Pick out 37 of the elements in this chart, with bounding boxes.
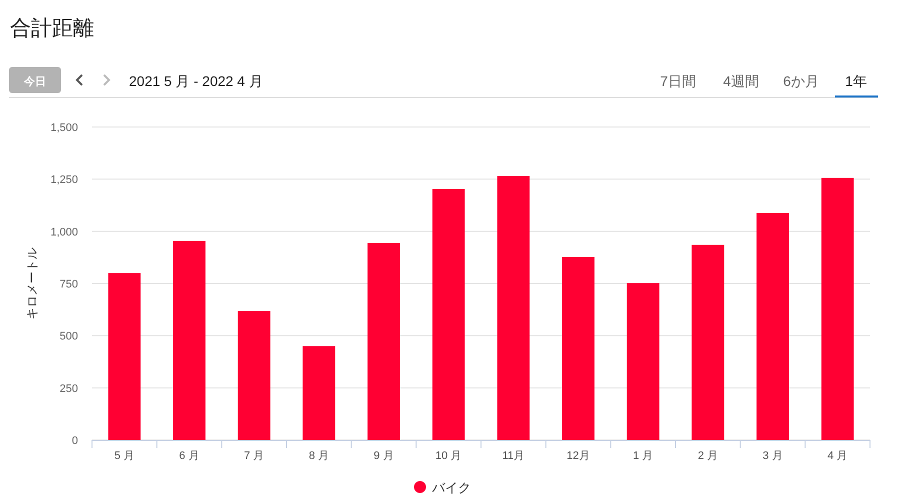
x-tick-label: 10 月 bbox=[435, 450, 462, 462]
x-tick-label: 8 月 bbox=[308, 450, 330, 462]
bar bbox=[173, 240, 206, 440]
bar bbox=[108, 273, 141, 440]
y-tick-label: 1,500 bbox=[50, 122, 78, 134]
x-tick-label: 7 月 bbox=[244, 450, 264, 462]
bar bbox=[821, 178, 854, 440]
x-tick-label: 6 月 bbox=[179, 450, 200, 462]
bar bbox=[368, 243, 400, 440]
y-tick-label: 250 bbox=[60, 382, 78, 395]
legend-label: バイク bbox=[431, 480, 471, 495]
bar bbox=[497, 176, 530, 440]
y-tick-label: 750 bbox=[60, 278, 78, 290]
legend: バイク bbox=[414, 480, 471, 495]
y-tick-label: 500 bbox=[60, 330, 78, 343]
x-tick-label: 11月 bbox=[502, 450, 525, 462]
x-tick-label: 4 月 bbox=[827, 450, 848, 462]
bar bbox=[626, 283, 660, 440]
x-tick-label: 5 月 bbox=[114, 450, 135, 462]
x-tick-label: 12月 bbox=[566, 450, 590, 462]
y-axis-title: キロメートル bbox=[25, 248, 39, 320]
controls: 今日 2021 5 月 - 2022 4 月 7日間 4週間 6か月 1年 bbox=[9, 67, 867, 93]
bar bbox=[562, 257, 594, 440]
plot: 0 250 500 750 1,000 1,250 1,500 キロメートル 5 月 6 月 7 月 8 月 9 月 10 月 11月 12月 1 月 2 月 3 月 4 月 bbox=[25, 122, 870, 462]
y-tick-label: 1,000 bbox=[50, 226, 78, 238]
chart-title: 合計距離 bbox=[10, 17, 94, 40]
bar bbox=[238, 311, 270, 440]
bar bbox=[432, 188, 465, 440]
y-tick-label: 0 bbox=[72, 435, 78, 447]
x-tick-label: 9 月 bbox=[374, 450, 394, 462]
x-tick-label: 3 月 bbox=[762, 450, 783, 462]
y-tick-label: 1,250 bbox=[50, 174, 78, 186]
bar bbox=[692, 244, 724, 440]
x-tick-label: 1 月 bbox=[632, 450, 654, 462]
x-tick-label: 2 月 bbox=[698, 450, 718, 462]
bar bbox=[302, 346, 336, 440]
bar bbox=[756, 212, 789, 440]
